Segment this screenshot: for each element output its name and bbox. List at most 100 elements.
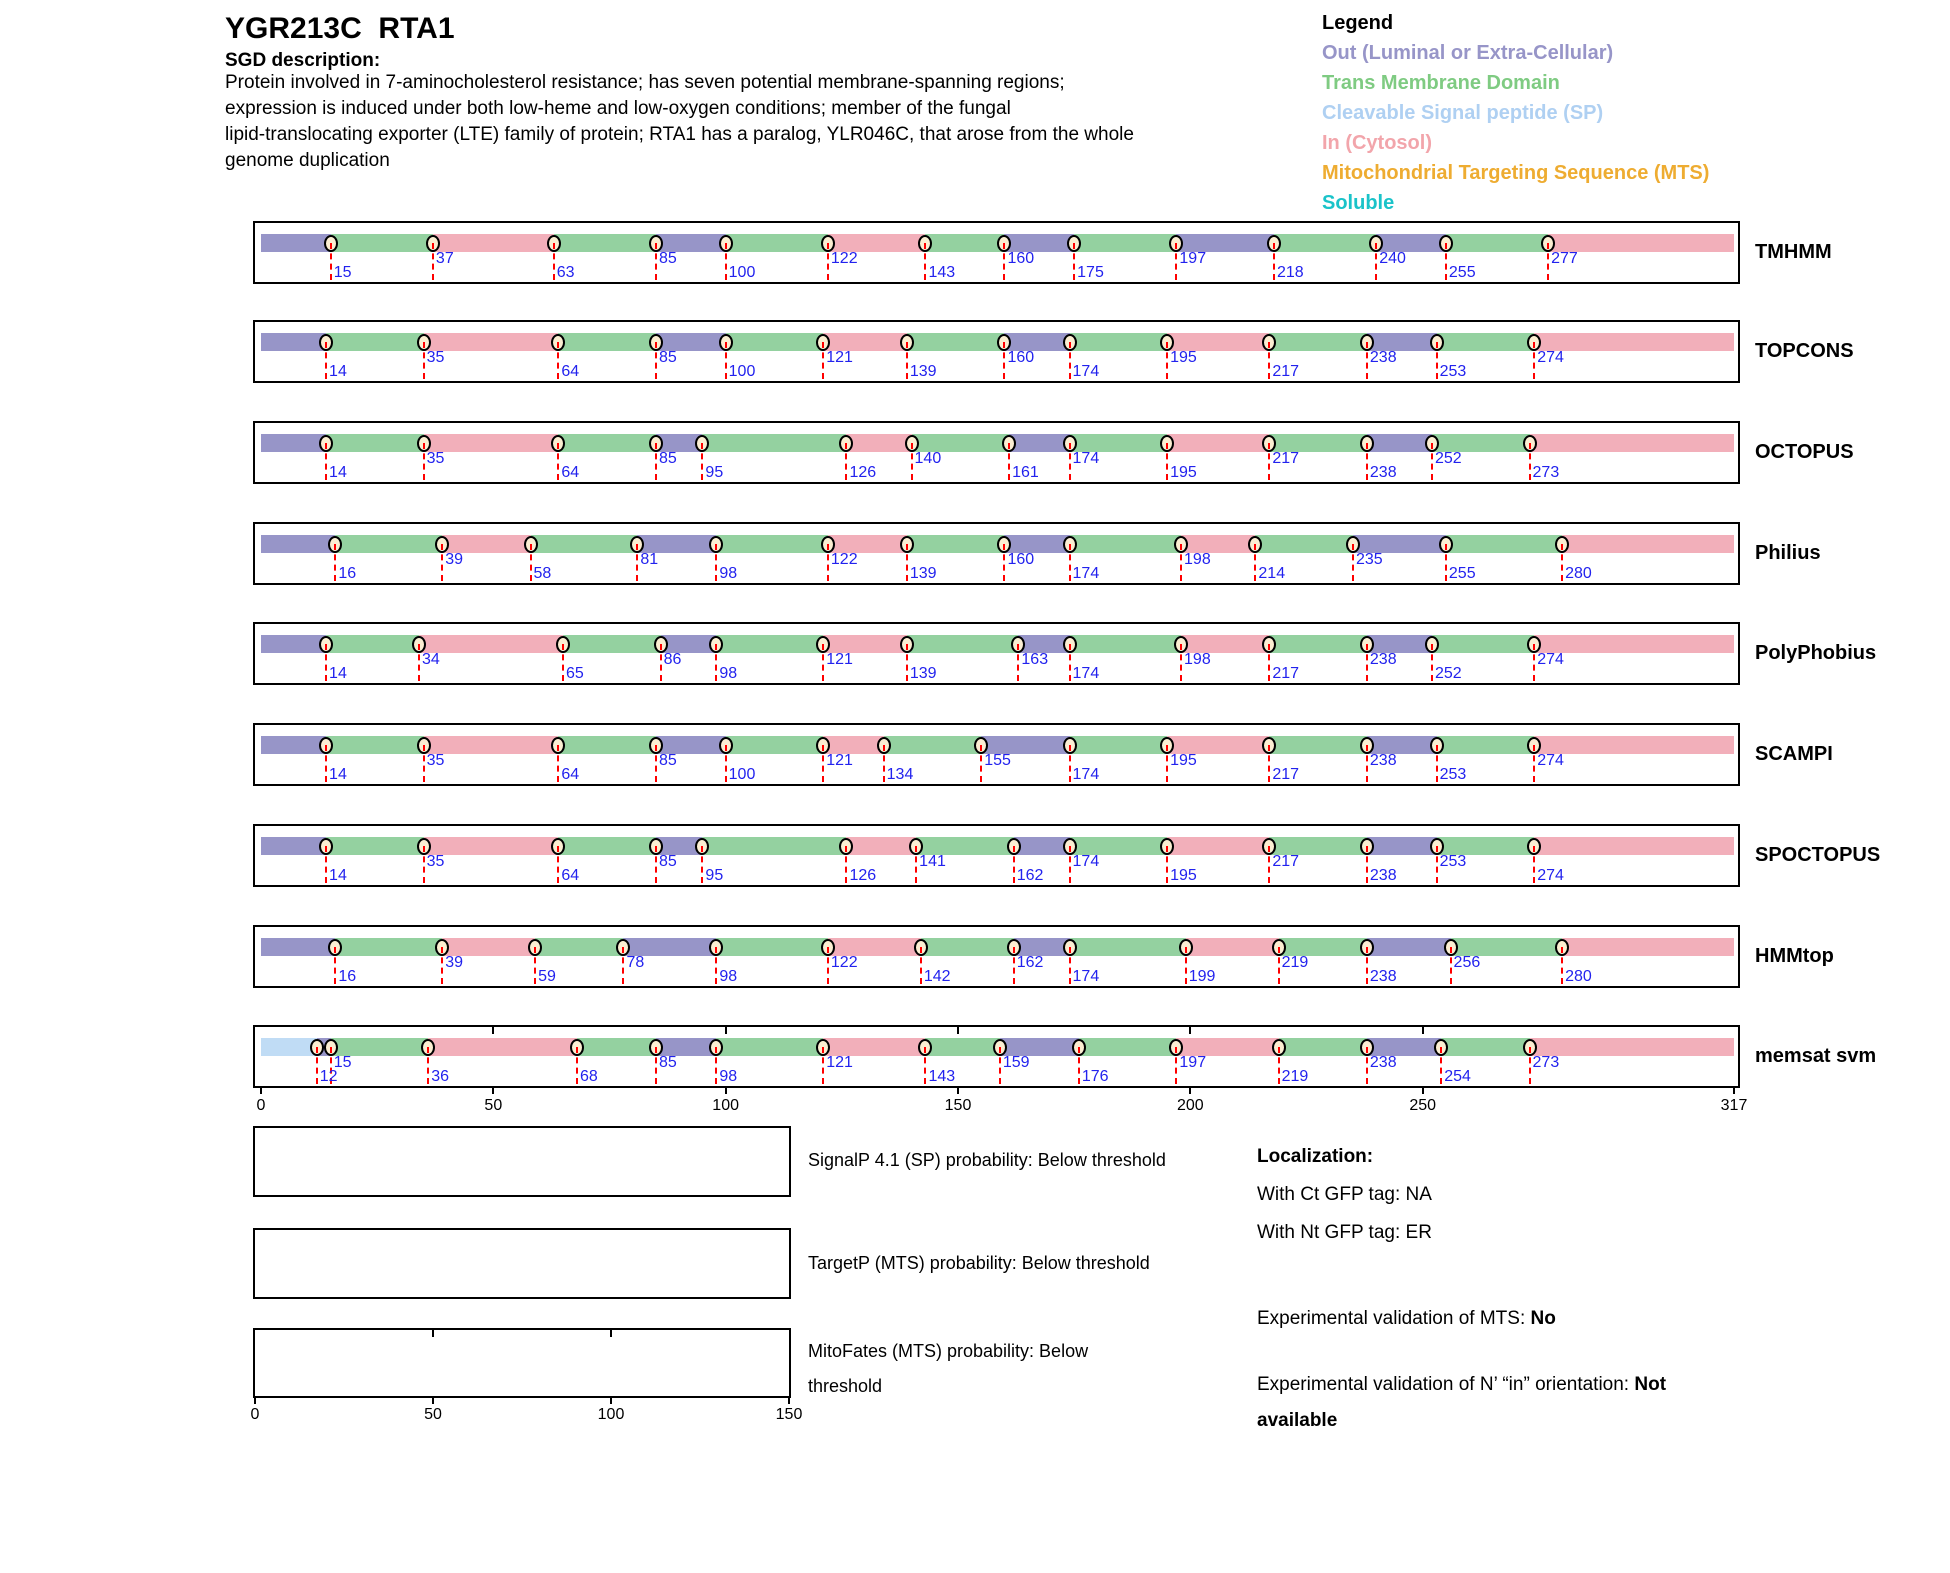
boundary-number: 16: [338, 565, 357, 582]
segment-tm: [1069, 837, 1168, 855]
plot-box-mitofates: [253, 1328, 791, 1398]
validation-nin: Experimental validation of N’ “in” orien…: [1257, 1367, 1732, 1439]
segment-tm: [326, 837, 424, 855]
boundary-number: 174: [1072, 968, 1100, 985]
boundary-number: 217: [1272, 766, 1300, 783]
boundary-line: [334, 544, 337, 581]
boundary-line: [1430, 644, 1433, 681]
boundary-line: [715, 1047, 718, 1084]
segment-tm: [925, 1038, 1000, 1056]
boundary-line: [422, 342, 425, 379]
boundary-line: [1533, 846, 1536, 883]
segment-out: [999, 1038, 1079, 1056]
boundary-number: 64: [561, 867, 580, 884]
boundary-number: 81: [640, 551, 659, 568]
boundary-number: 238: [1369, 349, 1397, 366]
boundary-number: 240: [1379, 250, 1406, 267]
boundary-number: 217: [1272, 450, 1300, 467]
boundary-line: [701, 443, 704, 480]
boundary-number: 139: [909, 363, 937, 380]
boundary-line: [431, 243, 434, 280]
segment-in: [428, 1038, 577, 1056]
boundary-line: [845, 846, 848, 883]
boundary-number: 195: [1170, 464, 1197, 481]
segment-tm: [1078, 1038, 1177, 1056]
boundary-number: 85: [658, 853, 677, 870]
boundary-number: 134: [886, 766, 914, 783]
segment-tm: [1269, 333, 1367, 351]
boundary-line: [1003, 342, 1006, 379]
x-axis-tick-label: 50: [484, 1097, 503, 1114]
boundary-line: [1533, 342, 1536, 379]
segment-tm: [702, 837, 847, 855]
boundary-number: 100: [728, 766, 756, 783]
boundary-number: 35: [426, 450, 445, 467]
track-label-memsat-svm: memsat svm: [1755, 1045, 1877, 1067]
boundary-number: 277: [1551, 250, 1578, 267]
segment-out: [1366, 837, 1437, 855]
boundary-line: [1166, 443, 1169, 480]
boundary-line: [724, 243, 727, 280]
boundary-number: 142: [923, 968, 951, 985]
boundary-line: [1365, 846, 1368, 883]
segment-out: [1366, 1038, 1442, 1056]
boundary-line: [1254, 544, 1257, 581]
boundary-number: 140: [914, 450, 942, 467]
segment-tm: [911, 434, 1010, 452]
boundary-number: 121: [826, 1054, 853, 1071]
boundary-number: 238: [1369, 968, 1397, 985]
boundary-line: [1444, 243, 1447, 280]
targetp-label: TargetP (MTS) probability: Below thresho…: [808, 1253, 1150, 1273]
axis-tick: [957, 1027, 959, 1034]
boundary-number: 15: [333, 264, 352, 281]
boundary-number: 85: [658, 349, 677, 366]
boundary-line: [1365, 443, 1368, 480]
boundary-number: 217: [1272, 853, 1300, 870]
boundary-line: [654, 243, 657, 280]
axis-tick: [1189, 1027, 1192, 1034]
boundary-number: 159: [1002, 1054, 1030, 1071]
segment-tm: [326, 333, 424, 351]
boundary-number: 14: [329, 464, 347, 481]
segment-in: [1167, 333, 1270, 351]
boundary-line: [1561, 544, 1564, 581]
segment-out: [1176, 234, 1274, 252]
segment-in: [423, 333, 559, 351]
boundary-number: 98: [719, 1068, 738, 1085]
boundary-line: [715, 644, 718, 681]
legend-item-out: Out (Luminal or Extra-Cellular): [1322, 42, 1614, 64]
boundary-line: [845, 443, 848, 480]
legend-item-soluble: Soluble: [1322, 192, 1395, 214]
segment-in: [823, 635, 907, 653]
boundary-line: [1277, 947, 1280, 984]
boundary-number: 238: [1369, 867, 1397, 884]
legend-item-mts: Mitochondrial Targeting Sequence (MTS): [1322, 162, 1710, 184]
localization-title: Localization:: [1257, 1146, 1374, 1167]
boundary-number: 163: [1021, 651, 1049, 668]
segment-in: [846, 837, 917, 855]
boundary-number: 126: [849, 464, 877, 481]
boundary-number: 85: [658, 1054, 677, 1071]
boundary-line: [1528, 1047, 1531, 1084]
boundary-number: 85: [658, 752, 677, 769]
segment-tm: [1074, 234, 1177, 252]
segment-tm: [563, 635, 661, 653]
plot-axis-tick: [432, 1330, 434, 1337]
boundary-line: [905, 544, 908, 581]
boundary-number: 39: [445, 954, 464, 971]
boundary-line: [1008, 443, 1011, 480]
segment-tm: [906, 333, 1005, 351]
segment-in: [823, 333, 907, 351]
boundary-line: [924, 1047, 927, 1084]
track-row-octopus: 14 35 64 85 95 126 140 161 174 195 217 238 252 273: [253, 421, 1740, 484]
segment-out: [1366, 736, 1437, 754]
segment-tm: [725, 736, 824, 754]
segment-in: [1529, 434, 1734, 452]
segment-tm: [576, 1038, 656, 1056]
boundary-line: [1068, 745, 1071, 782]
segment-in: [442, 938, 536, 956]
localization-nt-line: With Nt GFP tag: ER: [1257, 1222, 1432, 1243]
boundary-line: [1277, 1047, 1280, 1084]
boundary-number: 143: [928, 264, 956, 281]
boundary-number: 174: [1072, 565, 1100, 582]
